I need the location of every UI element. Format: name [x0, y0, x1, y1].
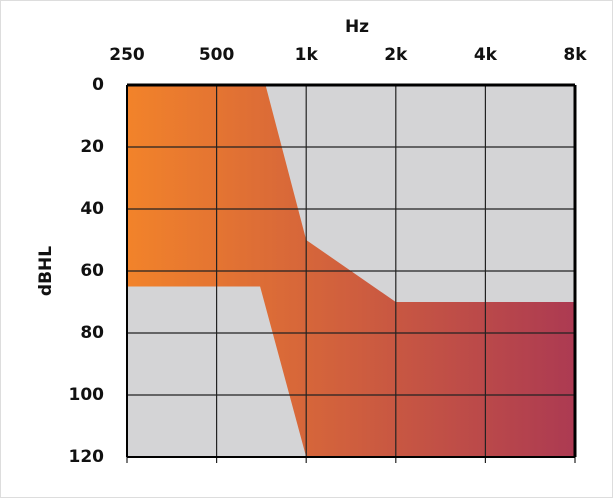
x-tick-label: 4k: [474, 45, 498, 65]
y-tick-label: 0: [92, 75, 104, 95]
y-axis-label: dBHL: [36, 246, 56, 296]
y-tick-label: 60: [80, 261, 104, 281]
y-tick-label: 100: [69, 385, 105, 405]
y-tick-label: 120: [69, 447, 105, 467]
x-tick-label: 1k: [295, 45, 319, 65]
x-tick-label: 500: [199, 45, 235, 65]
y-tick-label: 40: [80, 199, 104, 219]
y-tick-label: 80: [80, 323, 104, 343]
y-tick-label: 20: [80, 137, 104, 157]
x-axis-label: Hz: [345, 17, 369, 37]
x-tick-label: 2k: [384, 45, 408, 65]
x-tick-label: 8k: [563, 45, 587, 65]
x-tick-label: 250: [109, 45, 145, 65]
